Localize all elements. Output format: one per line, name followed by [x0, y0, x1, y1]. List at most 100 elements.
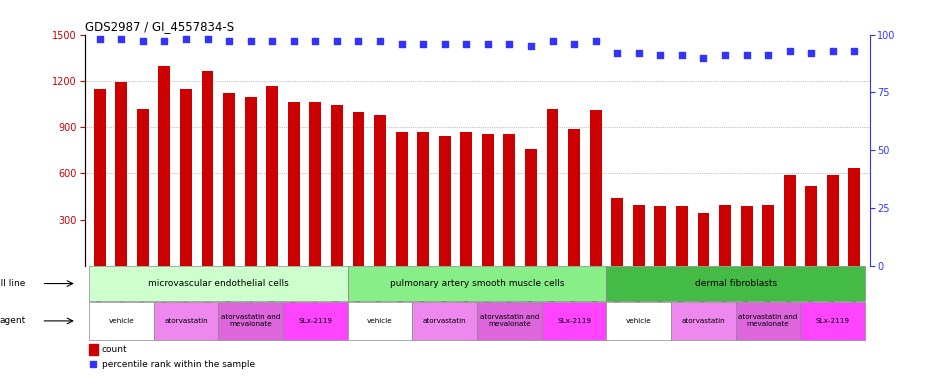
Bar — [477, 302, 541, 340]
Bar — [461, 132, 472, 266]
Point — [524, 43, 539, 49]
Bar — [482, 134, 494, 266]
Point — [92, 36, 107, 42]
Point — [415, 41, 431, 47]
Point — [480, 41, 495, 47]
Text: atorvastatin and
mevalonate: atorvastatin and mevalonate — [221, 314, 280, 328]
Bar — [88, 344, 98, 355]
Bar — [309, 103, 321, 266]
Point — [329, 38, 344, 45]
Bar — [374, 116, 386, 266]
Bar — [137, 109, 149, 266]
Point — [179, 36, 194, 42]
Text: atorvastatin: atorvastatin — [164, 318, 208, 324]
Point — [265, 38, 280, 45]
Bar — [525, 149, 537, 266]
Point — [157, 38, 172, 45]
Bar — [348, 302, 413, 340]
Point — [545, 38, 560, 45]
Point — [287, 38, 302, 45]
Text: count: count — [102, 345, 128, 354]
Bar — [159, 66, 170, 266]
Point — [243, 38, 258, 45]
Bar — [849, 168, 860, 266]
Bar — [94, 89, 105, 266]
Point — [610, 50, 625, 56]
Point — [114, 36, 129, 42]
Bar — [606, 266, 865, 301]
Bar — [806, 185, 817, 266]
Bar — [348, 266, 606, 301]
Bar — [654, 207, 666, 266]
Point — [437, 41, 452, 47]
Point — [760, 52, 776, 58]
Point — [567, 41, 582, 47]
Point — [502, 41, 517, 47]
Bar — [244, 97, 257, 266]
Point — [351, 38, 366, 45]
Point — [739, 52, 754, 58]
Text: microvascular endothelial cells: microvascular endothelial cells — [148, 279, 289, 288]
Point — [782, 48, 797, 54]
Bar — [568, 129, 580, 266]
Point — [372, 38, 387, 45]
Point — [652, 52, 667, 58]
Bar — [223, 93, 235, 266]
Bar — [611, 198, 623, 266]
Bar — [801, 302, 865, 340]
Point — [307, 38, 322, 45]
Text: SLx-2119: SLx-2119 — [298, 318, 333, 324]
Bar — [89, 266, 348, 301]
Bar — [504, 134, 515, 266]
Point — [717, 52, 732, 58]
Text: atorvastatin: atorvastatin — [682, 318, 726, 324]
Bar — [201, 71, 213, 266]
Bar — [218, 302, 283, 340]
Text: vehicle: vehicle — [626, 318, 651, 324]
Bar — [827, 175, 838, 266]
Point — [135, 38, 150, 45]
Bar — [676, 207, 688, 266]
Bar — [784, 175, 795, 266]
Bar — [541, 302, 606, 340]
Text: atorvastatin: atorvastatin — [423, 318, 466, 324]
Point — [394, 41, 409, 47]
Point — [696, 55, 711, 61]
Bar — [633, 205, 645, 266]
Point — [200, 36, 215, 42]
Text: SLx-2119: SLx-2119 — [557, 318, 591, 324]
Bar — [606, 302, 671, 340]
Bar — [331, 105, 343, 266]
Bar — [396, 132, 408, 266]
Bar — [439, 136, 450, 266]
Text: SLx-2119: SLx-2119 — [816, 318, 850, 324]
Text: vehicle: vehicle — [368, 318, 393, 324]
Bar — [413, 302, 477, 340]
Bar — [697, 213, 710, 266]
Text: dermal fibroblasts: dermal fibroblasts — [695, 279, 776, 288]
Bar — [719, 205, 731, 266]
Bar — [116, 81, 127, 266]
Point — [804, 50, 819, 56]
Bar — [288, 102, 300, 266]
Bar — [671, 302, 736, 340]
Bar — [417, 132, 429, 266]
Point — [847, 48, 862, 54]
Bar — [741, 207, 753, 266]
Text: GDS2987 / GI_4557834-S: GDS2987 / GI_4557834-S — [85, 20, 234, 33]
Text: atorvastatin and
mevalonate: atorvastatin and mevalonate — [739, 314, 798, 328]
Point — [674, 52, 689, 58]
Text: cell line: cell line — [0, 279, 25, 288]
Bar — [153, 302, 218, 340]
Text: pulmonary artery smooth muscle cells: pulmonary artery smooth muscle cells — [390, 279, 564, 288]
Bar — [546, 109, 558, 266]
Point — [825, 48, 840, 54]
Bar — [589, 110, 602, 266]
Text: percentile rank within the sample: percentile rank within the sample — [102, 360, 255, 369]
Bar — [283, 302, 348, 340]
Text: vehicle: vehicle — [108, 318, 134, 324]
Point — [459, 41, 474, 47]
Point — [588, 38, 603, 45]
Text: atorvastatin and
mevalonate: atorvastatin and mevalonate — [479, 314, 539, 328]
Bar — [180, 88, 192, 266]
